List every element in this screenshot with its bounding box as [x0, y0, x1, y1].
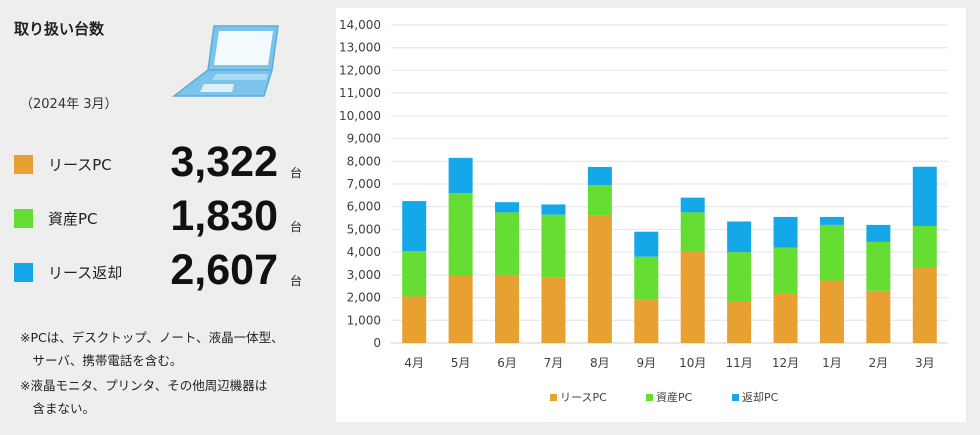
stat-lease-return: リース返却 2,607 台	[14, 246, 314, 296]
x-tick-label: 1月	[822, 356, 842, 370]
bar-segment	[866, 290, 891, 343]
lease-return-swatch	[14, 263, 33, 282]
legend-swatch	[732, 394, 739, 401]
bar-segment	[680, 251, 705, 343]
x-tick-label: 5月	[451, 356, 471, 370]
stat-asset-pc: 資産PC 1,830 台	[14, 192, 314, 242]
bar-segment	[541, 277, 566, 343]
y-tick-label: 4,000	[347, 245, 381, 259]
bar-segment	[402, 296, 427, 343]
y-tick-label: 2,000	[347, 291, 381, 305]
bar-segment	[680, 197, 705, 213]
bar-segment	[448, 193, 473, 276]
bar-segment	[912, 166, 937, 226]
y-tick-label: 10,000	[339, 109, 381, 123]
note-line: サーバ、携帯電話を含む。	[20, 353, 183, 368]
x-tick-label: 12月	[772, 356, 799, 370]
legend-label: 資産PC	[656, 391, 693, 404]
x-tick-label: 11月	[725, 356, 752, 370]
note-line: 含まない。	[20, 401, 96, 416]
y-tick-label: 0	[373, 336, 381, 350]
stat-lease-pc: リースPC 3,322 台	[14, 138, 314, 188]
stat-unit: 台	[290, 220, 303, 234]
x-tick-label: 3月	[915, 356, 935, 370]
bar-segment	[495, 212, 520, 275]
x-tick-label: 9月	[636, 356, 656, 370]
y-tick-label: 14,000	[339, 18, 381, 32]
stat-value: 1,830	[170, 192, 278, 240]
bar-segment	[541, 214, 566, 278]
legend-swatch	[550, 394, 557, 401]
panel-title: 取り扱い台数	[14, 20, 105, 38]
legend-label: 返却PC	[742, 391, 779, 404]
bar-segment	[819, 224, 844, 281]
stat-label: リースPC	[48, 156, 112, 174]
bar-segment	[727, 252, 752, 301]
bar-segment	[680, 212, 705, 252]
y-tick-label: 11,000	[339, 86, 381, 100]
bar-segment	[866, 224, 891, 242]
y-tick-label: 7,000	[347, 177, 381, 191]
y-tick-label: 3,000	[347, 268, 381, 282]
bar-segment	[634, 299, 659, 343]
bar-segment	[448, 275, 473, 343]
note-line: ※PCは、デスクトップ、ノート、液晶一体型、	[20, 330, 284, 345]
bar-segment	[587, 185, 612, 216]
lease-pc-swatch	[14, 155, 33, 174]
bar-segment	[495, 274, 520, 343]
summary-panel: 取り扱い台数 （2024年 3月） リースPC 3,322 台 資産PC 1,8…	[0, 0, 330, 435]
bar-segment	[634, 256, 659, 300]
bar-segment	[448, 157, 473, 194]
laptop-icon	[171, 25, 279, 97]
y-tick-label: 6,000	[347, 200, 381, 214]
as-of-date: （2024年 3月）	[20, 97, 118, 112]
note-line: ※液晶モニタ、プリンタ、その他周辺機器は	[20, 378, 268, 393]
bar-segment	[634, 231, 659, 257]
y-tick-label: 12,000	[339, 63, 381, 77]
stat-unit: 台	[290, 274, 303, 288]
bar-segment	[773, 247, 798, 294]
bar-segment	[402, 201, 427, 252]
y-tick-label: 9,000	[347, 132, 381, 146]
x-tick-label: 6月	[497, 356, 517, 370]
stacked-bar-chart: 0 1,000 2,000 3,000 4,000 5,000 6,000 7,000 8,00…	[339, 18, 948, 404]
bar-segment	[495, 202, 520, 213]
bar-segment	[727, 300, 752, 343]
y-tick-label: 5,000	[347, 222, 381, 236]
bar-segment	[912, 267, 937, 343]
x-tick-label: 2月	[869, 356, 889, 370]
asset-pc-swatch	[14, 209, 33, 228]
legend-label: リースPC	[560, 391, 607, 404]
bar-segment	[819, 216, 844, 225]
stat-label: 資産PC	[48, 210, 98, 228]
bar-segment	[912, 225, 937, 268]
bar-segment	[587, 215, 612, 343]
bar-segment	[819, 280, 844, 343]
bar-segment	[402, 251, 427, 297]
bar-segment	[541, 204, 566, 215]
x-tick-label: 10月	[679, 356, 706, 370]
x-tick-label: 4月	[404, 356, 424, 370]
y-tick-label: 8,000	[347, 154, 381, 168]
stat-value: 3,322	[170, 138, 278, 186]
bar-segment	[587, 166, 612, 186]
bar-segment	[773, 216, 798, 248]
y-tick-label: 13,000	[339, 41, 381, 55]
stat-label: リース返却	[48, 264, 123, 282]
x-tick-label: 8月	[590, 356, 610, 370]
bar-segment	[773, 293, 798, 343]
x-tick-label: 7月	[544, 356, 564, 370]
legend-swatch	[646, 394, 653, 401]
bar-segment	[866, 241, 891, 291]
stat-value: 2,607	[170, 246, 278, 294]
stat-unit: 台	[290, 166, 303, 180]
y-tick-label: 1,000	[347, 313, 381, 327]
bar-segment	[727, 221, 752, 253]
chart-panel: 0 1,000 2,000 3,000 4,000 5,000 6,000 7,000 8,00…	[336, 8, 966, 422]
